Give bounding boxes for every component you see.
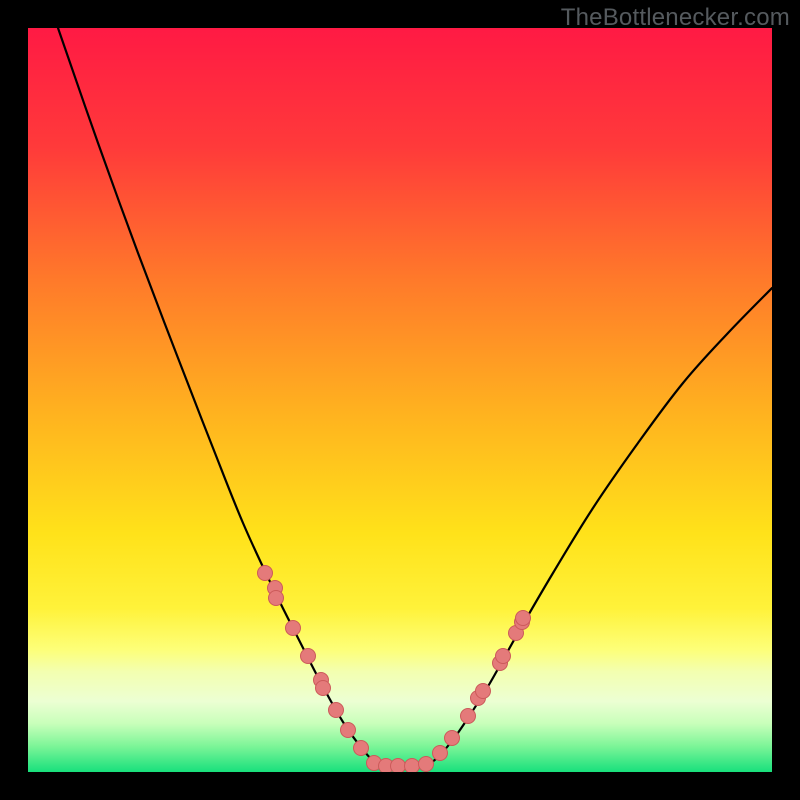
marker-dot: [286, 621, 301, 636]
marker-dot: [433, 746, 448, 761]
marker-dot: [516, 611, 531, 626]
marker-dot: [269, 591, 284, 606]
plot-background: [28, 28, 772, 772]
marker-dot: [419, 757, 434, 772]
marker-dot: [405, 759, 420, 774]
marker-dot: [445, 731, 460, 746]
marker-dot: [341, 723, 356, 738]
marker-dot: [301, 649, 316, 664]
watermark-text: TheBottlenecker.com: [561, 4, 790, 32]
marker-dot: [329, 703, 344, 718]
marker-dot: [258, 566, 273, 581]
bottleneck-chart: [0, 0, 800, 800]
marker-dot: [461, 709, 476, 724]
marker-dot: [391, 759, 406, 774]
marker-dot: [496, 649, 511, 664]
marker-dot: [354, 741, 369, 756]
marker-dot: [316, 681, 331, 696]
marker-dot: [476, 684, 491, 699]
